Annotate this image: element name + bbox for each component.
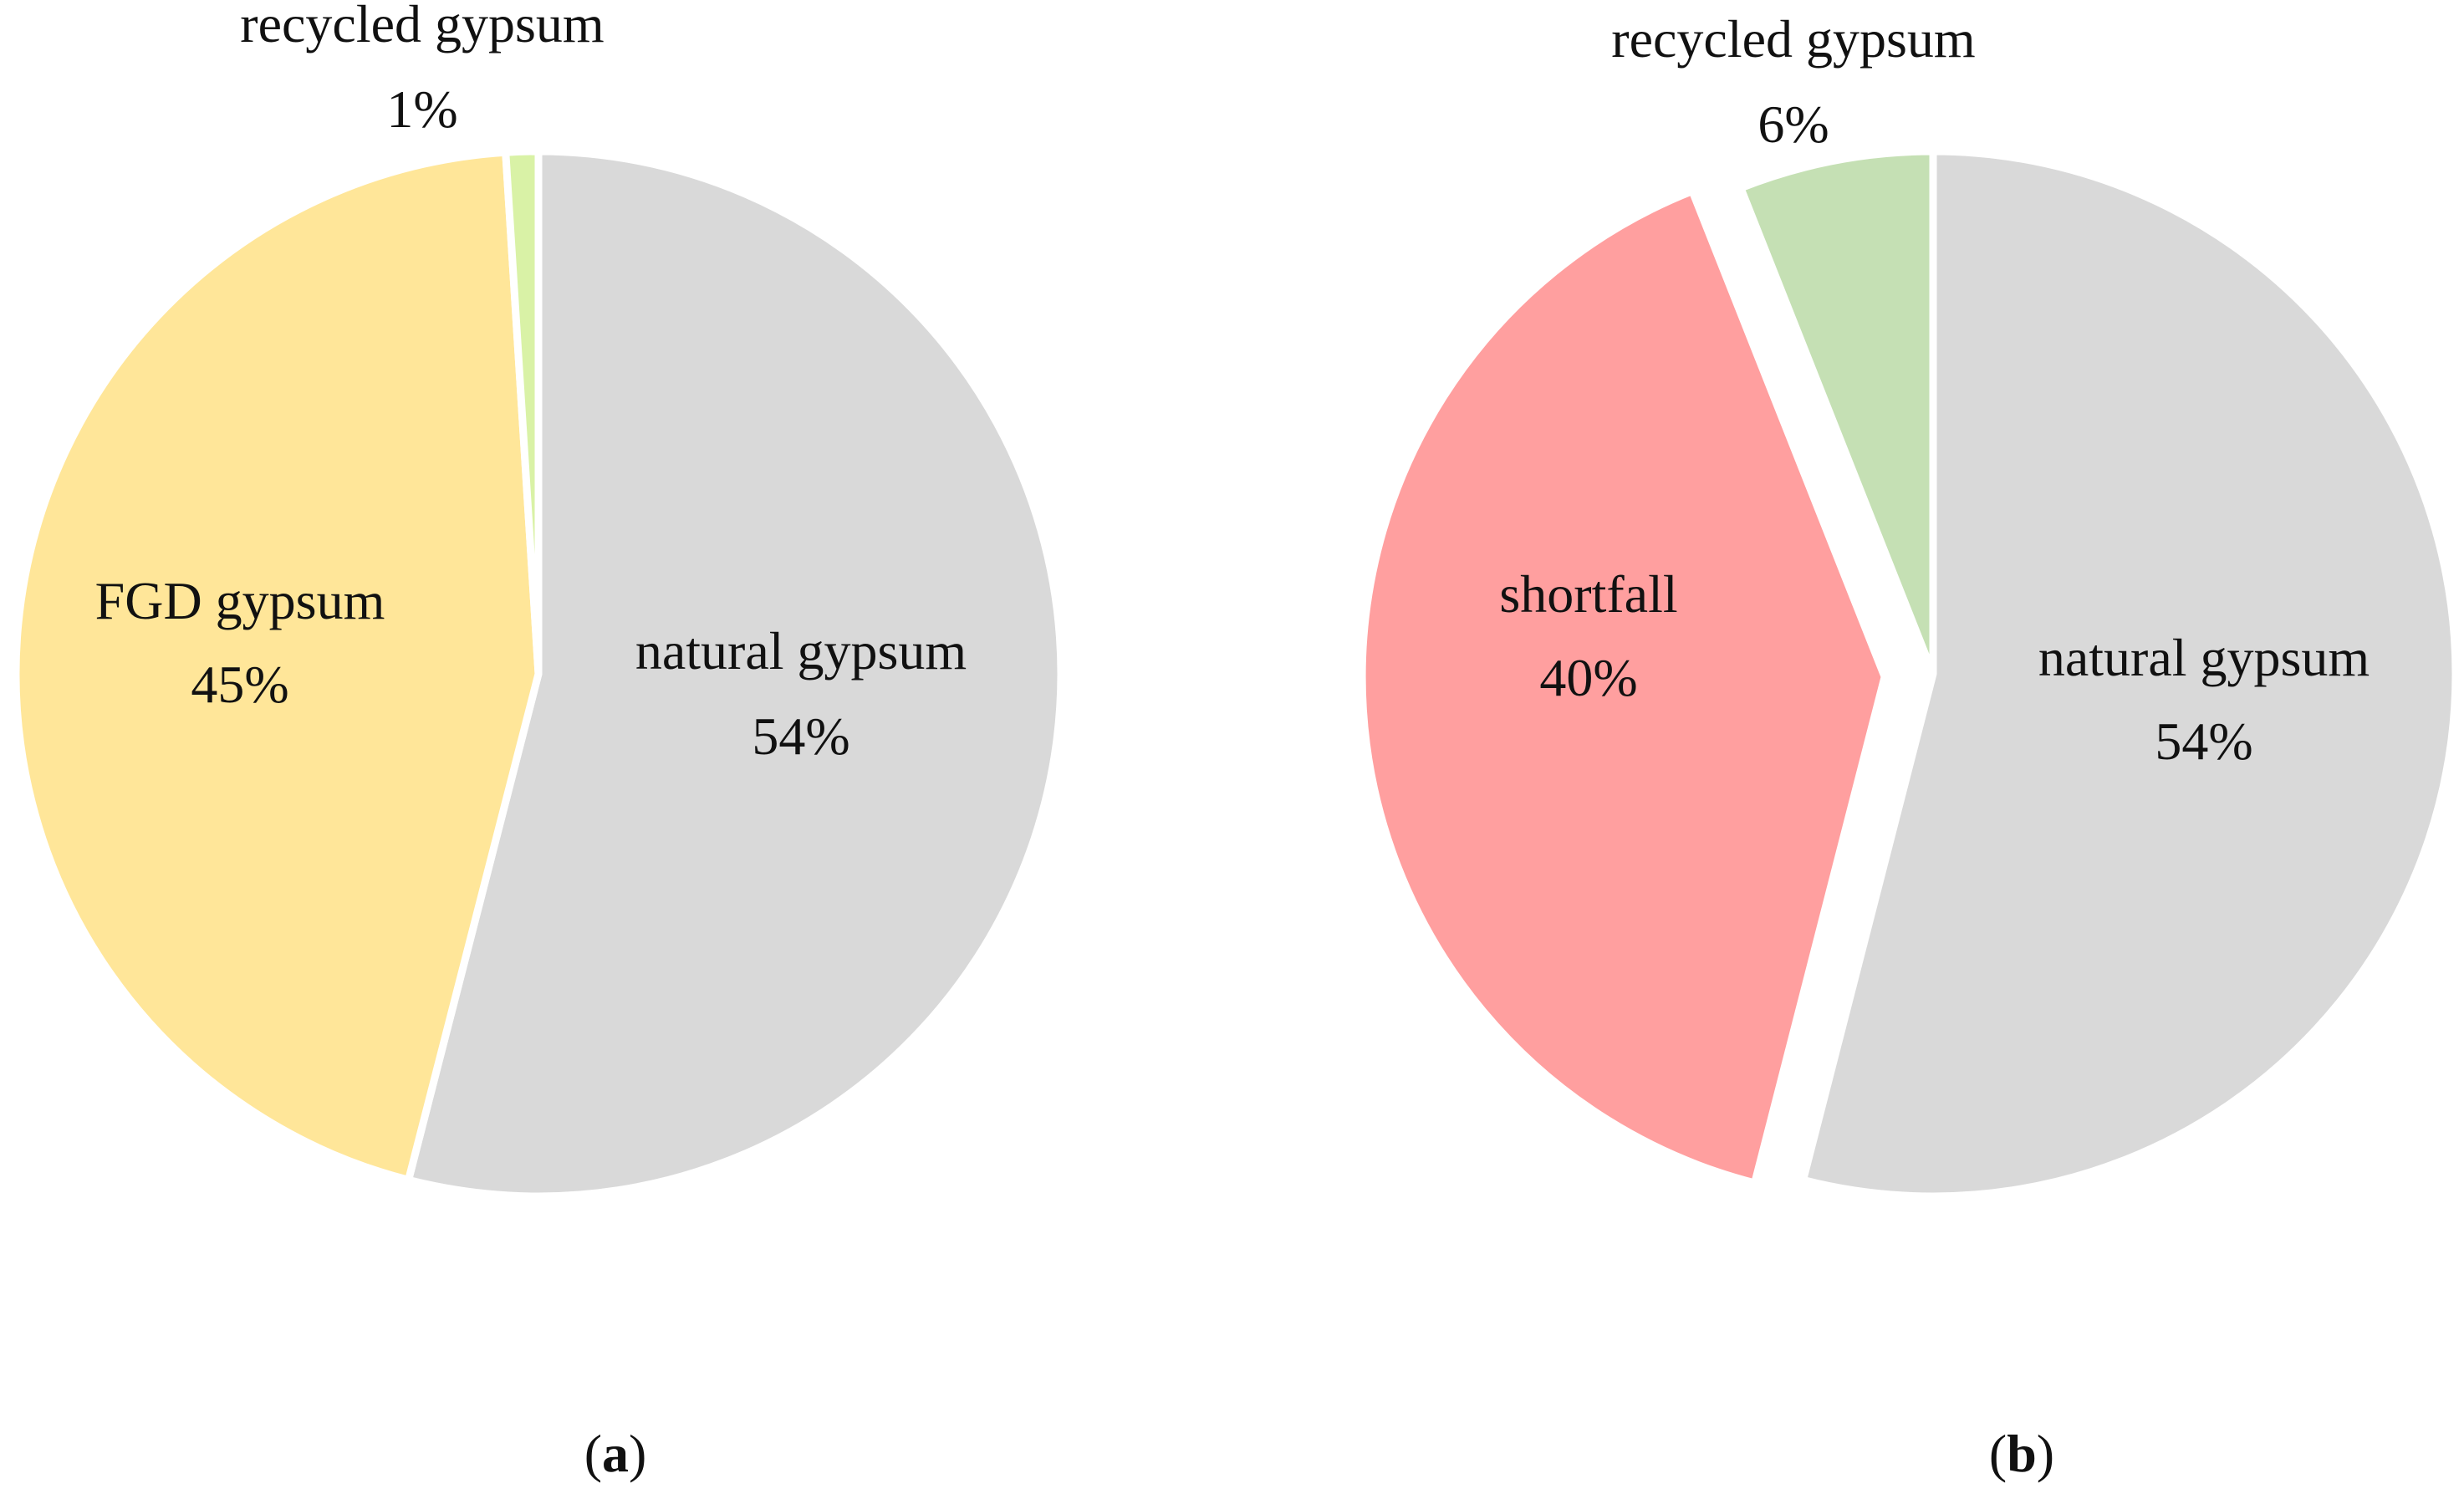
slice-label-natural-gypsum: natural gypsum xyxy=(2038,628,2370,687)
panel-caption-a: (a) xyxy=(584,1424,647,1483)
slice-label-shortfall: shortfall xyxy=(1499,564,1677,624)
slice-value-fgd-gypsum: 45% xyxy=(191,655,288,714)
slice-value-recycled-gypsum: 1% xyxy=(386,79,457,139)
slice-label-fgd-gypsum: FGD gypsum xyxy=(95,571,385,630)
slice-label-recycled-gypsum: recycled gypsum xyxy=(240,0,604,54)
slice-value-natural-gypsum: 54% xyxy=(2155,711,2252,771)
pie-chart-b: natural gypsum 54% shortfall 40% recycled gy… xyxy=(1358,9,2460,1483)
pie-slice-shortfall xyxy=(1358,186,1889,1188)
pie-slices-a xyxy=(12,147,1065,1201)
slice-label-recycled-gypsum: recycled gypsum xyxy=(1611,9,1975,69)
pie-slice-recycled-gypsum xyxy=(501,147,543,675)
slice-label-natural-gypsum: natural gypsum xyxy=(635,621,967,681)
pie-slice-recycled-gypsum xyxy=(1736,147,1937,675)
pie-chart-a: natural gypsum 54% FGD gypsum 45% recycled g… xyxy=(12,0,1065,1483)
pie-slices-b xyxy=(1358,147,2460,1201)
slice-value-recycled-gypsum: 6% xyxy=(1757,94,1829,154)
pie-slice-natural-gypsum xyxy=(404,147,1065,1201)
slice-value-shortfall: 40% xyxy=(1539,648,1637,707)
panel-caption-b: (b) xyxy=(1989,1424,2054,1483)
slice-value-natural-gypsum: 54% xyxy=(752,706,849,766)
panel-caption-a-letter: a xyxy=(602,1424,629,1483)
pie-slice-fgd-gypsum xyxy=(12,148,543,1185)
pie-slice-natural-gypsum xyxy=(1798,147,2460,1201)
pie-labels-b: natural gypsum 54% shortfall 40% recycled gy… xyxy=(1499,9,2370,771)
panel-caption-b-letter: b xyxy=(2007,1424,2037,1483)
pie-labels-a: natural gypsum 54% FGD gypsum 45% recycled g… xyxy=(95,0,967,766)
